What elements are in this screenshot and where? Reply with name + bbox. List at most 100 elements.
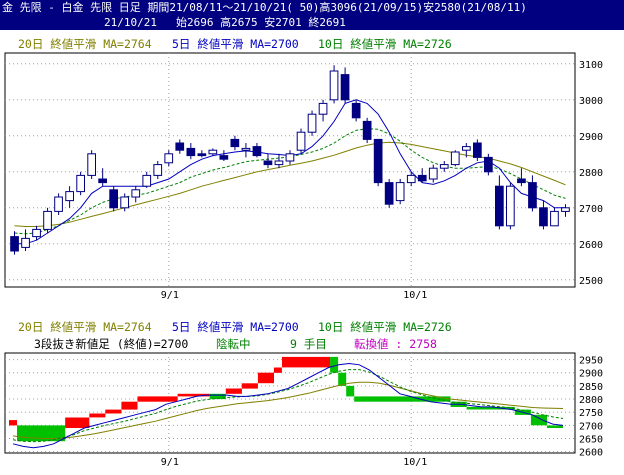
- main-y-tick-label: 2500: [579, 276, 603, 287]
- candle-body: [263, 160, 273, 166]
- last-date: 21/10/21: [104, 16, 157, 29]
- candle-body: [164, 153, 174, 164]
- candle-body: [439, 164, 449, 169]
- candle-body: [285, 153, 295, 162]
- new-price-bar: [177, 393, 210, 397]
- main-y-tick-label: 3000: [579, 96, 603, 107]
- new-price-bar: [209, 393, 226, 400]
- new-price-bar: [225, 388, 242, 394]
- candle-body: [175, 142, 185, 151]
- candle-body: [528, 182, 537, 209]
- candle-body: [153, 164, 163, 176]
- candle-body: [208, 149, 218, 155]
- candle-body: [428, 167, 438, 180]
- candle-body: [186, 147, 196, 157]
- sub-legend-ma20: 20日 終値平滑 MA=2764: [18, 320, 152, 334]
- sub-count: 9 手目: [290, 337, 327, 351]
- sub-y-tick-label: 2800: [579, 395, 603, 406]
- main-y-tick-label: 3100: [579, 60, 603, 71]
- candle-body: [517, 178, 526, 184]
- candle-body: [109, 189, 119, 209]
- sub-ma20-line: [12, 381, 564, 439]
- main-y-tick-label: 2800: [579, 168, 603, 179]
- new-price-bar: [273, 367, 282, 373]
- sub-y-tick-label: 2900: [579, 369, 603, 380]
- sub-turn: 転換値 : 2758: [354, 337, 437, 351]
- sub-y-tick-label: 2650: [579, 435, 603, 446]
- main-x-tick-label: 9/1: [161, 290, 179, 301]
- candle-body: [10, 236, 19, 252]
- sub-y-tick-label: 2850: [579, 382, 603, 393]
- candle-body: [307, 113, 317, 133]
- main-y-tick-label: 2900: [579, 132, 603, 143]
- candle-body: [561, 207, 570, 212]
- legend-ma20: 20日 終値平滑 MA=2764: [18, 37, 152, 51]
- candle-body: [76, 174, 86, 193]
- legend-ma10: 10日 終値平滑 MA=2726: [318, 37, 452, 51]
- legend-ma5: 5日 終値平滑 MA=2700: [172, 37, 299, 51]
- new-price-bar: [105, 409, 122, 414]
- new-price-bar: [466, 406, 515, 410]
- candle-body: [384, 182, 394, 205]
- new-price-bar: [282, 356, 331, 368]
- new-price-bar: [137, 396, 178, 402]
- candle-body: [473, 142, 482, 158]
- new-price-bar: [257, 372, 274, 384]
- title-text: 金 先限 - 白金 先限 日足 期間21/08/11～21/10/21( 50)…: [2, 1, 527, 14]
- candle-body: [241, 147, 251, 151]
- candle-body: [484, 156, 493, 173]
- new-price-bar: [241, 383, 258, 389]
- sub-legend-ma5: 5日 終値平滑 MA=2700: [172, 320, 299, 334]
- candle-body: [252, 146, 262, 157]
- sub-ma5-line: [12, 362, 564, 449]
- sub-plot-frame: [4, 352, 576, 454]
- candle-body: [340, 74, 350, 101]
- new-price-bar: [354, 396, 451, 402]
- candle-body: [417, 174, 427, 182]
- candle-body: [318, 102, 328, 115]
- candle-body: [362, 120, 372, 140]
- new-price-bar: [65, 417, 90, 428]
- new-price-bar: [9, 420, 17, 426]
- candle-body: [219, 155, 229, 160]
- main-ma10-line: [14, 128, 566, 235]
- new-price-bar: [330, 356, 339, 373]
- sub-y-tick-label: 2700: [579, 421, 603, 432]
- sub-ma10-line: [12, 369, 564, 443]
- candle-body: [539, 207, 548, 227]
- sub-y-tick-label: 2950: [579, 356, 603, 367]
- candle-body: [495, 185, 504, 227]
- sub-method: 3段抜き新値足 (終値)=2700: [34, 337, 189, 351]
- main-plot-frame: [4, 52, 576, 288]
- candle-body: [395, 182, 405, 202]
- candle-body: [54, 196, 63, 212]
- candle-body: [32, 228, 41, 238]
- sub-x-tick-label: 9/1: [161, 457, 179, 468]
- new-price-bar: [546, 425, 563, 428]
- main-y-tick-label: 2700: [579, 204, 603, 215]
- sub-state: 陰転中: [216, 337, 251, 351]
- candle-body: [506, 185, 515, 227]
- candle-body: [450, 151, 460, 166]
- sub-y-tick-label: 2600: [579, 448, 603, 459]
- candle-body: [373, 138, 383, 184]
- candle-body: [87, 153, 97, 176]
- ohlc-bar: 21/10/21 始2696 高2675 安2701 終2691: [0, 15, 624, 30]
- candle-body: [550, 210, 559, 227]
- candle-body: [351, 102, 361, 119]
- sub-x-tick-label: 10/1: [403, 457, 427, 468]
- candle-body: [120, 196, 130, 209]
- candle-body: [65, 191, 75, 202]
- candle-body: [142, 174, 152, 187]
- candle-body: [230, 138, 240, 148]
- candle-body: [21, 237, 30, 248]
- main-x-tick-label: 10/1: [403, 290, 427, 301]
- new-price-bar: [121, 401, 138, 410]
- candle-body: [197, 153, 207, 157]
- new-price-bar: [346, 385, 355, 397]
- candle-body: [274, 160, 284, 166]
- title-bar: 金 先限 - 白金 先限 日足 期間21/08/11～21/10/21( 50)…: [0, 0, 624, 15]
- candle-body: [131, 189, 141, 198]
- candle-body: [98, 178, 108, 184]
